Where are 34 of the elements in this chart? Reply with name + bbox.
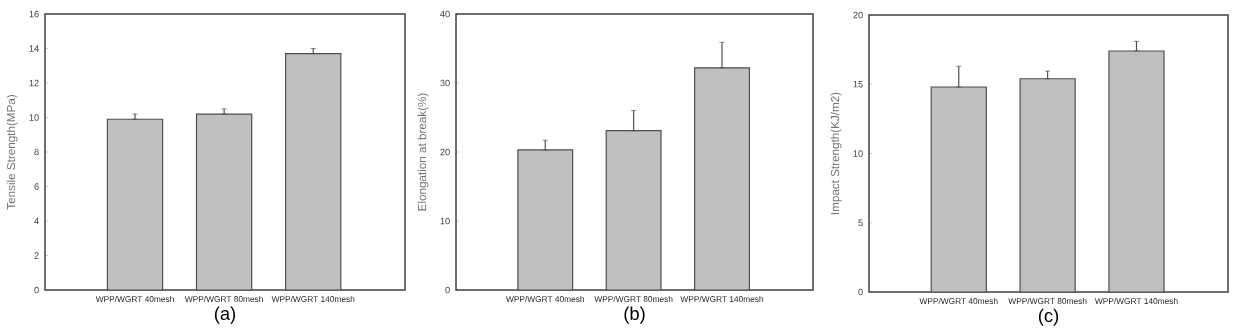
x-tick-label: WPP/WGRT 80mesh <box>184 295 263 303</box>
y-tick-label: 15 <box>853 81 863 88</box>
y-tick-label: 0 <box>445 286 450 294</box>
y-tick-label: 40 <box>440 10 450 18</box>
x-tick-label: WPP/WGRT 40mesh <box>919 297 998 305</box>
y-tick-label: 4 <box>34 217 39 225</box>
y-tick-label: 20 <box>853 11 863 19</box>
y-tick-label: 10 <box>853 150 863 157</box>
x-tick-label: WPP/WGRT 80mesh <box>594 295 673 303</box>
x-tick-label: WPP/WGRT 140mesh <box>271 295 355 303</box>
y-tick-label: 10 <box>440 217 450 225</box>
y-tick-label: 6 <box>34 183 39 190</box>
y-axis-title: Impact Strength(KJ/m2) <box>830 92 842 215</box>
x-tick-label: WPP/WGRT 40mesh <box>95 295 174 303</box>
y-tick-label: 14 <box>29 45 39 52</box>
text: (a) <box>214 306 236 324</box>
x-tick-label: WPP/WGRT 80mesh <box>1008 297 1087 305</box>
y-tick-label: 20 <box>440 148 450 156</box>
y-tick-label: 0 <box>34 286 39 294</box>
y-tick-label: 30 <box>440 79 450 87</box>
x-tick-label: WPP/WGRT 40mesh <box>506 295 585 303</box>
y-tick-label: 5 <box>858 219 863 226</box>
y-tick-label: 2 <box>34 252 39 259</box>
y-axis-title: Elongation at break(%) <box>417 93 429 211</box>
y-tick-label: 12 <box>29 79 39 87</box>
y-tick-label: 0 <box>858 288 863 296</box>
y-axis-title: Tensile Strength(MPa) <box>6 95 18 210</box>
y-tick-label: 16 <box>29 10 39 18</box>
y-tick-label: 8 <box>34 148 39 156</box>
text: (b) <box>624 306 645 324</box>
x-tick-label: WPP/WGRT 140mesh <box>1094 297 1178 305</box>
y-tick-label: 10 <box>29 114 39 121</box>
x-tick-label: WPP/WGRT 140mesh <box>680 295 764 303</box>
text: (c) <box>1038 308 1059 326</box>
